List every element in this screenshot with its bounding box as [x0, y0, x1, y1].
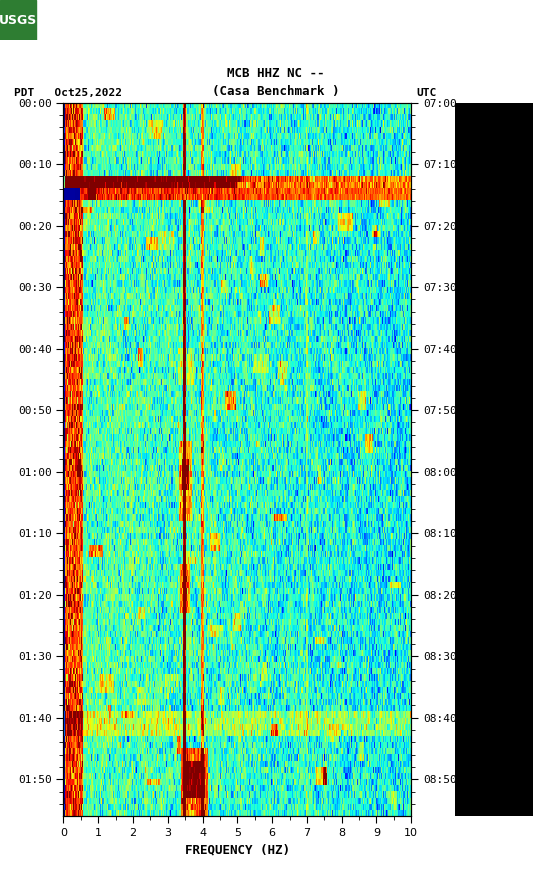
- Text: UTC: UTC: [417, 88, 437, 98]
- X-axis label: FREQUENCY (HZ): FREQUENCY (HZ): [185, 844, 290, 856]
- Text: PDT   Oct25,2022: PDT Oct25,2022: [14, 88, 122, 98]
- Text: (Casa Benchmark ): (Casa Benchmark ): [213, 85, 339, 98]
- Text: MCB HHZ NC --: MCB HHZ NC --: [227, 67, 325, 80]
- Text: USGS: USGS: [0, 13, 37, 27]
- Bar: [0, 0, 36, 40]
